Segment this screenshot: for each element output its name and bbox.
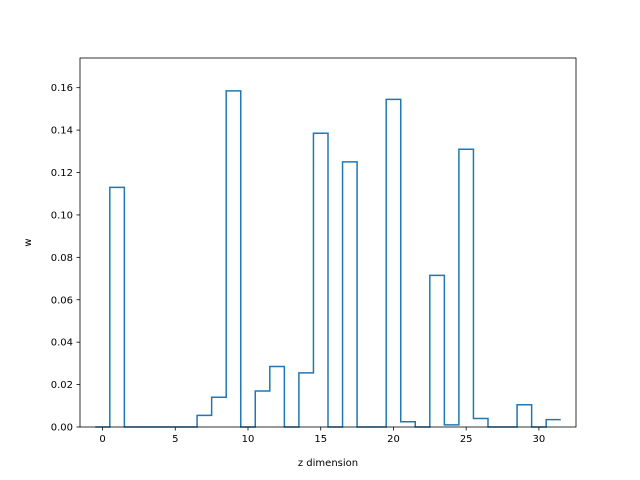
x-tick-label: 5 bbox=[172, 434, 178, 445]
y-tick-label: 0.02 bbox=[51, 380, 73, 391]
plot-frame bbox=[79, 57, 577, 428]
y-tick-label: 0.04 bbox=[51, 338, 73, 349]
series-layer bbox=[95, 90, 561, 428]
y-tick-label: 0.08 bbox=[51, 253, 73, 264]
y-tick-label: 0.06 bbox=[51, 295, 73, 306]
y-tick-label: 0.00 bbox=[51, 423, 73, 434]
x-tick-label: 15 bbox=[314, 434, 327, 445]
x-tick-label: 30 bbox=[533, 434, 546, 445]
x-tick-label: 20 bbox=[387, 434, 400, 445]
x-tick-label: 25 bbox=[460, 434, 473, 445]
ticks-layer: 0 5 10 15 20 25 30 0.00 0.02 0.04 0.06 0.08 0.10 0.12… bbox=[51, 83, 546, 445]
series-line bbox=[95, 90, 561, 428]
x-axis-label: z dimension bbox=[298, 458, 358, 469]
y-axis-label: w bbox=[23, 238, 34, 246]
y-tick-label: 0.12 bbox=[51, 168, 73, 179]
x-tick-label: 10 bbox=[242, 434, 255, 445]
y-tick-label: 0.16 bbox=[51, 83, 73, 94]
x-tick-label: 0 bbox=[99, 434, 105, 445]
y-tick-label: 0.10 bbox=[51, 210, 73, 221]
y-tick-label: 0.14 bbox=[51, 126, 73, 137]
